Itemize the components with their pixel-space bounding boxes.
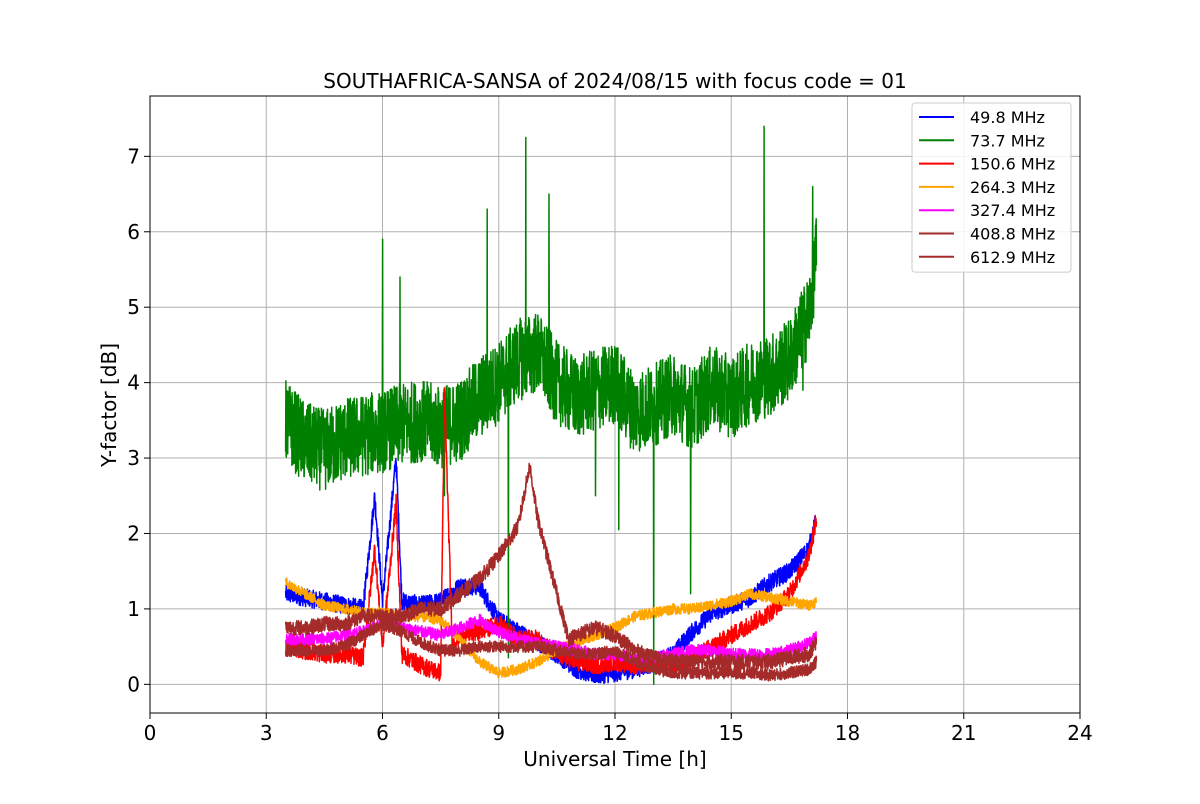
legend: 49.8 MHz 73.7 MHz 150.6 MHz 264.3 MHz 327.4… [911, 102, 1072, 273]
chart-title: SOUTHAFRICA-SANSA of 2024/08/15 with foc… [323, 69, 907, 93]
x-tick-label: 24 [1067, 721, 1092, 745]
y-tick-label: 2 [127, 521, 140, 545]
legend-label: 150.6 MHz [970, 155, 1055, 174]
x-tick-label: 6 [376, 721, 389, 745]
x-tick-label: 15 [719, 721, 744, 745]
series-line [284, 462, 818, 671]
series-line [284, 619, 818, 682]
legend-label: 408.8 MHz [970, 225, 1055, 244]
y-tick-label: 6 [127, 220, 140, 244]
x-axis-label: Universal Time [h] [523, 747, 706, 771]
x-tick-label: 0 [144, 721, 157, 745]
y-axis-label: Y-factor [dB] [97, 343, 121, 468]
legend-label: 49.8 MHz [970, 108, 1045, 127]
legend-label: 612.9 MHz [970, 248, 1055, 267]
legend-box [911, 102, 1072, 273]
x-tick-label: 9 [492, 721, 505, 745]
legend-label: 73.7 MHz [970, 131, 1045, 150]
x-tick-label: 18 [835, 721, 860, 745]
legend-label: 264.3 MHz [970, 178, 1055, 197]
x-tick-label: 12 [602, 721, 627, 745]
y-tick-label: 0 [127, 672, 140, 696]
y-tick-label: 7 [127, 144, 140, 168]
y-tick-label: 4 [127, 371, 140, 395]
x-tick-label: 21 [951, 721, 976, 745]
y-tick-label: 1 [127, 597, 140, 621]
plot-area [284, 125, 818, 686]
series-line [284, 125, 818, 686]
y-tick-label: 3 [127, 446, 140, 470]
y-tick-label: 5 [127, 295, 140, 319]
x-tick-label: 3 [260, 721, 273, 745]
legend-label: 327.4 MHz [970, 201, 1055, 220]
